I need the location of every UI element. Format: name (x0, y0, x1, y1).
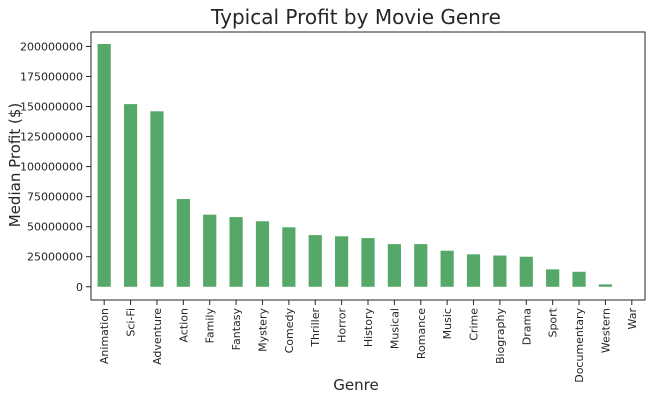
plot-frame (90, 31, 646, 301)
bar-horror (335, 236, 349, 287)
bar-sport (546, 269, 560, 287)
x-tick-label-fantasy: Fantasy (230, 308, 243, 351)
x-tick-label-mystery: Mystery (256, 308, 269, 352)
x-tick-label-comedy: Comedy (283, 308, 296, 354)
bar-biography (493, 255, 507, 287)
bar-thriller (308, 235, 322, 287)
x-axis-label: Genre (333, 376, 378, 394)
x-tick-label-romance: Romance (415, 308, 428, 359)
bar-crime (466, 254, 481, 287)
bar-music (440, 250, 454, 287)
x-tick-label-western: Western (599, 308, 612, 353)
y-tick-label: 175000000 (20, 70, 83, 83)
y-tick-label: 100000000 (20, 161, 83, 174)
bar-mystery (255, 221, 270, 287)
x-axis-ticks: Animation Sci-Fi Adventure Action Family Fant… (98, 300, 639, 383)
x-tick-label-war: War (626, 308, 639, 330)
bar-sci-fi (123, 104, 138, 287)
x-tick-label-biography: Biography (494, 308, 507, 365)
bar-history (361, 238, 375, 287)
y-tick-label: 50000000 (27, 221, 83, 234)
x-tick-label-crime: Crime (468, 308, 481, 341)
bar-romance (414, 244, 428, 287)
y-axis-ticks: 0 25000000 50000000 75000000 100000000 125000… (20, 40, 91, 294)
x-tick-label-sport: Sport (547, 307, 560, 337)
x-tick-label-sci-fi: Sci-Fi (125, 308, 138, 337)
x-tick-label-music: Music (441, 308, 454, 339)
bar-drama (519, 256, 533, 287)
y-tick-label: 0 (76, 281, 83, 294)
y-tick-label: 150000000 (20, 101, 83, 114)
bars-group (97, 44, 613, 287)
y-tick-label: 25000000 (27, 251, 83, 264)
y-tick-label: 75000000 (27, 191, 83, 204)
bar-musical (387, 244, 401, 287)
y-axis-label: Median Profit ($) (6, 103, 24, 227)
bar-comedy (282, 227, 296, 287)
x-tick-label-thriller: Thriller (309, 308, 322, 348)
x-tick-label-family: Family (204, 308, 217, 344)
bar-western (598, 284, 613, 287)
x-tick-label-documentary: Documentary (573, 308, 586, 383)
x-tick-label-animation: Animation (98, 308, 111, 364)
bar-action (176, 199, 190, 287)
bar-documentary (572, 271, 586, 287)
bar-animation (97, 44, 111, 287)
chart-title: Typical Profit by Movie Genre (210, 5, 501, 29)
y-tick-label: 200000000 (20, 40, 83, 53)
bar-fantasy (229, 217, 243, 287)
x-tick-label-horror: Horror (336, 308, 349, 343)
x-tick-label-musical: Musical (388, 308, 401, 349)
x-tick-label-history: History (362, 308, 375, 348)
bar-family (203, 214, 217, 287)
y-tick-label: 125000000 (20, 131, 83, 144)
bar-adventure (150, 111, 164, 287)
x-tick-label-adventure: Adventure (151, 308, 164, 365)
x-tick-label-drama: Drama (520, 308, 533, 345)
x-tick-label-action: Action (177, 308, 190, 342)
